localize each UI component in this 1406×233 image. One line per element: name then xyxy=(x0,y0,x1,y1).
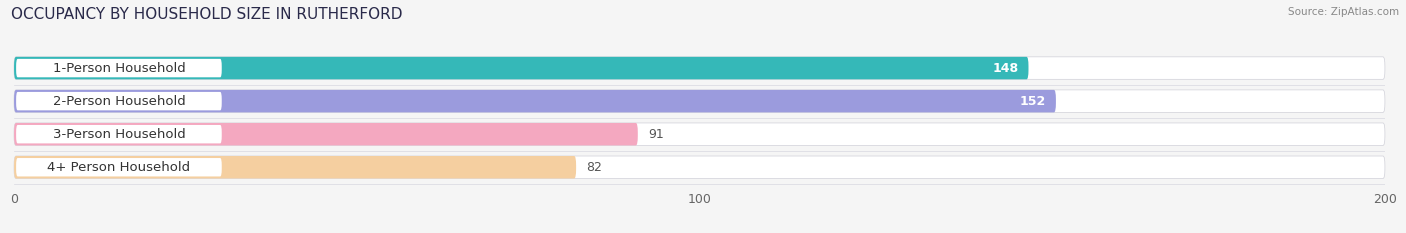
FancyBboxPatch shape xyxy=(14,90,1056,112)
Text: 91: 91 xyxy=(648,128,664,141)
FancyBboxPatch shape xyxy=(14,57,1385,79)
FancyBboxPatch shape xyxy=(14,156,576,178)
Text: 1-Person Household: 1-Person Household xyxy=(52,62,186,75)
FancyBboxPatch shape xyxy=(15,59,222,77)
Text: 2-Person Household: 2-Person Household xyxy=(52,95,186,108)
FancyBboxPatch shape xyxy=(14,123,638,145)
Text: 148: 148 xyxy=(993,62,1018,75)
FancyBboxPatch shape xyxy=(14,156,1385,178)
FancyBboxPatch shape xyxy=(14,123,1385,145)
FancyBboxPatch shape xyxy=(15,158,222,176)
FancyBboxPatch shape xyxy=(14,57,1029,79)
Text: Source: ZipAtlas.com: Source: ZipAtlas.com xyxy=(1288,7,1399,17)
Text: 82: 82 xyxy=(586,161,602,174)
Text: OCCUPANCY BY HOUSEHOLD SIZE IN RUTHERFORD: OCCUPANCY BY HOUSEHOLD SIZE IN RUTHERFOR… xyxy=(11,7,402,22)
Text: 3-Person Household: 3-Person Household xyxy=(52,128,186,141)
FancyBboxPatch shape xyxy=(14,90,1385,112)
Text: 4+ Person Household: 4+ Person Household xyxy=(48,161,190,174)
Text: 152: 152 xyxy=(1019,95,1046,108)
FancyBboxPatch shape xyxy=(15,92,222,110)
FancyBboxPatch shape xyxy=(15,125,222,143)
